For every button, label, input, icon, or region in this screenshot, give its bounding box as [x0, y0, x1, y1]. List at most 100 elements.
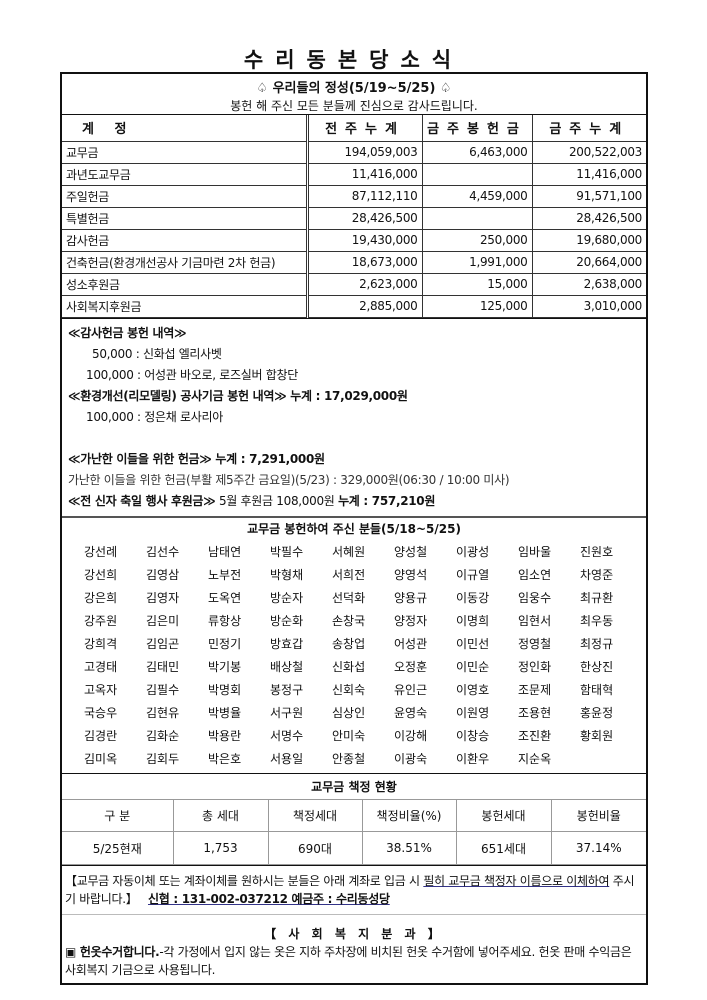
- col-week: 금주봉헌금: [421, 115, 533, 142]
- donor-name: 김미옥: [84, 751, 118, 766]
- donor-name: 김경란: [84, 728, 118, 743]
- status-value: 5/25현재: [62, 831, 174, 865]
- donor-name: 이원영: [456, 705, 490, 720]
- donor-name: 함태혁: [580, 682, 614, 697]
- donor-name: 선덕화: [332, 590, 366, 605]
- donor-name: 홍윤정: [580, 705, 614, 720]
- donor-name: 이광성: [456, 544, 490, 559]
- finance-row: 감사헌금 19,430,000 250,000 19,680,000: [62, 228, 646, 252]
- finance-cell-prev: 18,673,000: [305, 250, 423, 274]
- donor-name: 황회원: [580, 728, 614, 743]
- finance-cell-total: 11,416,000: [531, 162, 646, 186]
- offering-header: ♤ 우리들의 정성(5/19~5/25) ♤ 봉헌 해 주신 모든 분들께 진심…: [62, 74, 646, 115]
- feast-month: 5월 후원금 108,000원: [215, 493, 339, 508]
- finance-row: 성소후원금 2,623,000 15,000 2,638,000: [62, 272, 646, 296]
- account-text: 【교무금 자동이체 또는 계좌이체를 원하시는 분들은 아래 계좌로 입금 시: [65, 874, 424, 888]
- feast-title: ≪전 신자 축일 행사 후원금≫: [68, 493, 216, 508]
- donor-name: 류항상: [208, 613, 242, 628]
- donor-name: 이민순: [456, 659, 490, 674]
- status-title: 교무금 책정 현황: [62, 773, 646, 800]
- finance-cell-total: 200,522,003: [531, 140, 646, 164]
- finance-cell-prev: 11,416,000: [305, 162, 423, 186]
- page-title: 수리동본당소식: [243, 48, 464, 72]
- donor-name: 방순화: [270, 613, 304, 628]
- donor-name: 김필수: [146, 682, 180, 697]
- remodel-item: 100,000 : 정은채 로사리아: [86, 409, 223, 424]
- thanks-item: 50,000 : 신화섭 엘리사벳: [92, 346, 222, 361]
- bank-account: 신협 : 131-002-037212 예금주 : 수리동성당: [147, 892, 390, 906]
- donor-name: 이동강: [456, 590, 490, 605]
- donor-name: 양정자: [394, 613, 428, 628]
- donor-name: 국승우: [84, 705, 118, 720]
- bulletin-box: ♤ 우리들의 정성(5/19~5/25) ♤ 봉헌 해 주신 모든 분들께 진심…: [60, 72, 648, 985]
- donor-name: 이규열: [456, 567, 490, 582]
- donor-name: 김태민: [146, 659, 180, 674]
- donor-name: 최규환: [580, 590, 614, 605]
- donor-name: 이강해: [394, 728, 428, 743]
- status-header: 총 세대: [172, 799, 269, 832]
- account-notice: 【교무금 자동이체 또는 계좌이체를 원하시는 분들은 아래 계좌로 입금 시 …: [62, 865, 646, 915]
- donor-name: 김은미: [146, 613, 180, 628]
- finance-row: 특별헌금 28,426,500 28,426,500: [62, 206, 646, 230]
- poor-title: ≪가난한 이들을 위한 헌금≫ 누계 : 7,291,000원: [68, 451, 325, 466]
- donor-name: 강주원: [84, 613, 118, 628]
- finance-cell-week: [421, 206, 533, 230]
- donor-name: 손창국: [332, 613, 366, 628]
- donor-name: 강은희: [84, 590, 118, 605]
- donor-name: 서명수: [270, 728, 304, 743]
- donor-name: 안미숙: [332, 728, 366, 743]
- donor-name: 김회두: [146, 751, 180, 766]
- donor-name: 고옥자: [84, 682, 118, 697]
- donor-name: 강선례: [84, 544, 118, 559]
- finance-cell-prev: 28,426,500: [305, 206, 423, 230]
- status-header: 구 분: [62, 799, 174, 832]
- donor-name: 박은호: [208, 751, 242, 766]
- donor-name: 김임곤: [146, 636, 180, 651]
- donor-name: 안종철: [332, 751, 366, 766]
- donor-name: 박필수: [270, 544, 304, 559]
- donor-name: 김영삼: [146, 567, 180, 582]
- donor-name: 조용현: [518, 705, 552, 720]
- donor-name: 도옥연: [208, 590, 242, 605]
- donor-name: 진원호: [580, 544, 614, 559]
- finance-cell-account: 감사헌금: [62, 228, 308, 252]
- col-account: 계 정: [62, 115, 308, 142]
- donor-name: 조진환: [518, 728, 552, 743]
- finance-cell-prev: 87,112,110: [305, 184, 423, 208]
- donor-name: 박병율: [208, 705, 242, 720]
- finance-row: 주일헌금 87,112,110 4,459,000 91,571,100: [62, 184, 646, 208]
- donor-name: 차영준: [580, 567, 614, 582]
- donor-name: 유인근: [394, 682, 428, 697]
- finance-cell-week: 1,991,000: [421, 250, 533, 274]
- donor-name: 민정기: [208, 636, 242, 651]
- thanks-title: ≪감사헌금 봉헌 내역≫: [68, 325, 187, 340]
- welfare-section: 【 사 회 복 지 분 과 】 ▣ 헌옷수거합니다.-각 가정에서 입지 않는 …: [62, 921, 646, 983]
- finance-cell-week: 6,463,000: [421, 140, 533, 164]
- donor-name: 이환우: [456, 751, 490, 766]
- donor-name: 임바울: [518, 544, 552, 559]
- finance-cell-account: 과년도교무금: [62, 162, 308, 186]
- donor-name: 박용란: [208, 728, 242, 743]
- donor-name: 봉정구: [270, 682, 304, 697]
- donor-name: 임소연: [518, 567, 552, 582]
- donor-name: 강희격: [84, 636, 118, 651]
- account-underlined: 필히 교무금 책정자 이름으로 이체하여: [423, 874, 610, 888]
- donor-name: 방순자: [270, 590, 304, 605]
- status-header: 책정세대: [267, 799, 363, 832]
- donor-name: 윤영숙: [394, 705, 428, 720]
- finance-cell-prev: 19,430,000: [305, 228, 423, 252]
- thanks-item: 100,000 : 어성관 바오로, 로즈실버 합창단: [86, 367, 298, 382]
- finance-cell-prev: 2,885,000: [305, 294, 423, 318]
- status-value: 37.14%: [550, 831, 646, 865]
- finance-cell-week: 250,000: [421, 228, 533, 252]
- status-header: 봉헌세대: [455, 799, 552, 832]
- donor-name: 배상철: [270, 659, 304, 674]
- finance-cell-week: 4,459,000: [421, 184, 533, 208]
- donor-name: 김현유: [146, 705, 180, 720]
- status-header: 봉헌비율: [550, 799, 646, 832]
- status-value: 38.51%: [361, 831, 457, 865]
- remodel-title: ≪환경개선(리모델링) 공사기금 봉헌 내역≫ 누계 : 17,029,000원: [68, 388, 408, 403]
- finance-row: 사회복지후원금 2,885,000 125,000 3,010,000: [62, 294, 646, 318]
- donor-name: 서희전: [332, 567, 366, 582]
